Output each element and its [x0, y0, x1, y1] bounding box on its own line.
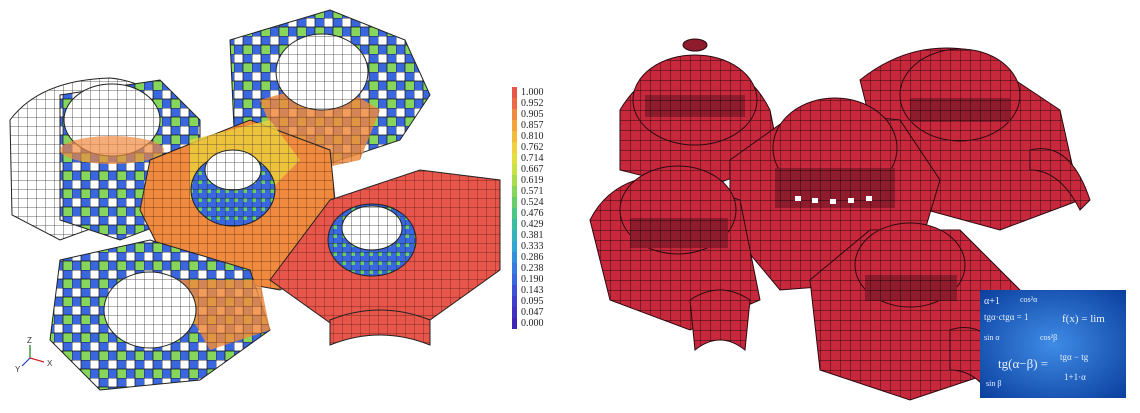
legend-value-label: 0.714	[521, 152, 544, 164]
legend-swatch	[512, 174, 517, 186]
legend-row: 0.190	[512, 273, 544, 285]
damage-contour-svg: Z Y X	[9, 9, 501, 391]
legend-value-label: 0.810	[521, 130, 544, 142]
legend-value-label: 0.762	[521, 141, 544, 153]
legend-row: 0.810	[512, 130, 544, 142]
module-front-right	[269, 169, 501, 346]
math-formula-text: sin β	[986, 379, 1001, 388]
legend-row: 0.429	[512, 218, 544, 230]
axis-x-label: X	[47, 359, 53, 368]
legend-row: 0.333	[512, 240, 544, 252]
legend-swatch	[512, 86, 517, 98]
module-center	[139, 119, 341, 291]
legend-row: 0.714	[512, 152, 544, 164]
legend-swatch	[512, 218, 517, 230]
math-formula-text: sin α	[984, 333, 1000, 342]
math-formula-text: tgα·ctgα = 1	[984, 312, 1029, 322]
legend-swatch	[512, 207, 517, 219]
legend-row: 0.381	[512, 229, 544, 241]
module-front-left	[49, 239, 271, 391]
legend-value-label: 0.238	[521, 262, 544, 274]
damage-contour-model: Z Y X 1.000 0.952 0.905 0.857 0.810 0.762 0.71…	[0, 0, 560, 408]
legend-value-label: 0.524	[521, 196, 544, 208]
legend-swatch	[512, 196, 517, 208]
legend-swatch	[512, 284, 517, 296]
legend-value-label: 0.667	[521, 163, 544, 175]
math-formula-text: α+1	[984, 296, 1000, 307]
axis-triad: Z Y X	[15, 336, 53, 374]
legend-row: 0.905	[512, 108, 544, 120]
legend-swatch	[512, 185, 517, 197]
legend-row: 0.476	[512, 207, 544, 219]
legend-row: 0.857	[512, 119, 544, 131]
legend-swatch	[512, 108, 517, 120]
legend-value-label: 0.333	[521, 240, 544, 252]
legend-row: 0.571	[512, 185, 544, 197]
legend-swatch	[512, 229, 517, 241]
dome-front-left	[589, 165, 761, 351]
legend-swatch	[512, 295, 517, 307]
legend-row: 0.286	[512, 251, 544, 263]
legend-swatch	[512, 163, 517, 175]
legend-swatch	[512, 240, 517, 252]
legend-swatch	[512, 273, 517, 285]
legend-value-label: 0.476	[521, 207, 544, 219]
legend-swatch	[512, 130, 517, 142]
legend-value-label: 0.190	[521, 273, 544, 285]
legend-value-label: 0.047	[521, 306, 544, 318]
legend-value-label: 0.095	[521, 295, 544, 307]
legend-row: 0.047	[512, 306, 544, 318]
legend-row: 0.952	[512, 97, 544, 109]
legend-value-label: 0.429	[521, 218, 544, 230]
legend-value-label: 0.857	[521, 119, 544, 131]
math-formulas-thumbnail: α+1 cos²α tgα·ctgα = 1 f(x) = lim sin α cos²β…	[980, 290, 1126, 398]
legend-swatch	[512, 119, 517, 131]
math-formula-text: cos²β	[1040, 333, 1057, 342]
math-formula-text: 1+1·α	[1064, 372, 1086, 382]
legend-row: 0.095	[512, 295, 544, 307]
legend-row: 0.000	[512, 317, 544, 329]
legend-value-label: 1.000	[521, 86, 544, 98]
legend-value-label: 0.952	[521, 97, 544, 109]
legend-value-label: 0.000	[521, 317, 544, 329]
legend-swatch	[512, 97, 517, 109]
legend-value-label: 0.381	[521, 229, 544, 241]
legend-row: 0.619	[512, 174, 544, 186]
legend-swatch	[512, 141, 517, 153]
legend-swatch	[512, 262, 517, 274]
math-formula-text: tgα − tg	[1060, 352, 1089, 362]
math-formula-text: cos²α	[1020, 295, 1038, 304]
legend-value-label: 0.619	[521, 174, 544, 186]
math-formula-text: tg(α−β) =	[998, 356, 1048, 371]
legend-value-label: 0.143	[521, 284, 544, 296]
legend-swatch	[512, 317, 517, 329]
legend-row: 1.000	[512, 86, 544, 98]
legend-swatch	[512, 152, 517, 164]
legend-value-label: 0.286	[521, 251, 544, 263]
dome-front-right	[809, 222, 1021, 401]
axis-z-label: Z	[27, 336, 32, 345]
legend-row: 0.524	[512, 196, 544, 208]
legend-row: 0.667	[512, 163, 544, 175]
legend-row: 0.143	[512, 284, 544, 296]
legend-value-label: 0.905	[521, 108, 544, 120]
legend-row: 0.238	[512, 262, 544, 274]
math-formulas-svg: α+1 cos²α tgα·ctgα = 1 f(x) = lim sin α cos²β…	[980, 290, 1126, 398]
axis-y-label: Y	[15, 365, 21, 374]
legend-row: 0.762	[512, 141, 544, 153]
structure-mesh-svg	[589, 38, 1091, 401]
structure-mesh-model	[580, 0, 1140, 408]
legend-swatch	[512, 251, 517, 263]
legend-swatch	[512, 306, 517, 318]
math-formula-text: f(x) = lim	[1062, 313, 1105, 325]
legend-value-label: 0.571	[521, 185, 544, 197]
